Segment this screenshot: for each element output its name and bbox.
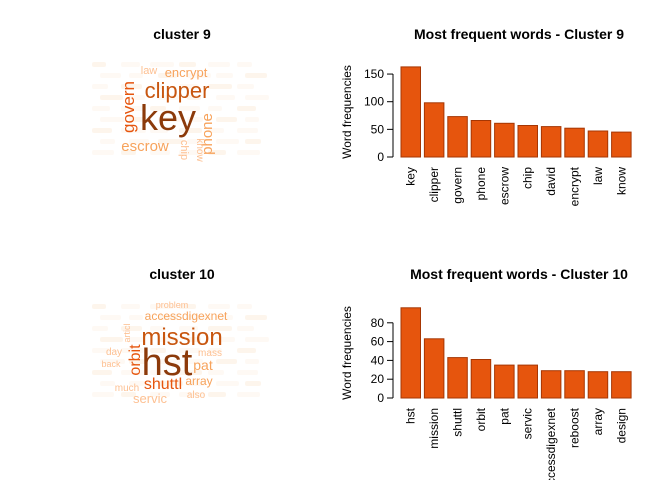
wordcloud-word: know xyxy=(194,138,205,162)
bar-design xyxy=(611,371,632,399)
bar-encrypt xyxy=(564,127,585,158)
wordcloud-word: chip xyxy=(178,140,190,160)
bar-hst xyxy=(400,307,421,399)
bar-chip xyxy=(517,125,538,158)
bar-chart-cluster-10: Most frequent words - Cluster 10 Word fr… xyxy=(340,266,632,480)
x-tick-label: phone xyxy=(474,167,488,201)
y-tick-label: 20 xyxy=(371,372,385,386)
wordcloud-word: problem xyxy=(156,300,189,310)
x-tick-label: key xyxy=(404,167,418,186)
y-tick-label: 150 xyxy=(364,67,384,81)
x-tick-label: servic xyxy=(521,408,535,439)
wordcloud-cluster-10: hstmissionshuttlorbitaccessdigexnetpatar… xyxy=(92,300,269,406)
x-tick-label: pat xyxy=(497,407,511,424)
wordcloud-word: articl xyxy=(122,323,132,342)
cluster-9-title: cluster 9 xyxy=(153,26,211,42)
x-tick-label: array xyxy=(591,408,605,435)
bar-law xyxy=(587,130,609,158)
bar-chart-cluster-9: Most frequent words - Cluster 9 Word fre… xyxy=(340,26,632,206)
wordcloud-word: phone xyxy=(199,113,216,155)
bar-array xyxy=(587,371,609,399)
wordcloud-word: shuttl xyxy=(144,376,182,393)
bar-phone xyxy=(470,120,492,158)
x-tick-label: shuttl xyxy=(451,408,465,437)
cluster-10-title: cluster 10 xyxy=(149,266,215,282)
x-tick-label: know xyxy=(614,167,628,195)
x-tick-label: design xyxy=(614,408,628,443)
y-tick-label: 50 xyxy=(371,122,385,136)
x-tick-label: accessdigexnet xyxy=(544,407,558,480)
bar-servic xyxy=(517,364,538,399)
chart-title: Most frequent words - Cluster 9 xyxy=(414,26,624,42)
wordcloud-word: clipper xyxy=(145,78,210,103)
wordcloud-background xyxy=(92,304,269,397)
wordcloud-word: escrow xyxy=(121,138,169,155)
x-tick-label: chip xyxy=(521,167,535,189)
wordcloud-word: mission xyxy=(141,324,222,351)
wordcloud-word: day xyxy=(106,347,122,358)
wordcloud-word: also xyxy=(187,390,206,401)
bar-accessdigexnet xyxy=(540,370,562,399)
x-tick-label: orbit xyxy=(474,407,488,431)
wordcloud-word: much xyxy=(115,383,139,394)
wordcloud-word: pat xyxy=(193,357,213,373)
y-tick-label: 40 xyxy=(371,353,385,367)
y-tick-label: 100 xyxy=(364,95,384,109)
bar-orbit xyxy=(470,359,492,399)
x-tick-label: govern xyxy=(451,167,465,204)
y-tick-label: 60 xyxy=(371,335,385,349)
bar-shuttl xyxy=(447,357,468,399)
x-tick-label: encrypt xyxy=(568,166,582,206)
x-tick-label: mission xyxy=(427,408,441,449)
x-tick-label: clipper xyxy=(427,167,441,202)
bar-govern xyxy=(447,116,468,158)
wordcloud-background xyxy=(92,62,269,155)
wordcloud-word: orbit xyxy=(127,344,144,376)
bar-know xyxy=(611,131,632,158)
y-axis-label: Word frequencies xyxy=(340,65,354,159)
wordcloud-word: array xyxy=(185,374,212,388)
wordcloud-word: key xyxy=(140,97,196,138)
bar-reboost xyxy=(564,370,585,399)
wordcloud-word: govern xyxy=(119,81,138,133)
wordcloud-word: mass xyxy=(198,348,222,359)
wordcloud-word: back xyxy=(101,359,121,369)
chart-title: Most frequent words - Cluster 10 xyxy=(410,266,628,282)
bar-pat xyxy=(494,364,515,399)
bar-key xyxy=(400,66,421,158)
y-tick-label: 0 xyxy=(377,391,384,405)
bar-clipper xyxy=(423,102,445,158)
x-tick-label: hst xyxy=(404,407,418,424)
wordcloud-word: law xyxy=(141,65,158,77)
x-tick-label: escrow xyxy=(497,167,511,205)
wordcloud-word: accessdigexnet xyxy=(145,309,228,323)
y-tick-label: 0 xyxy=(377,150,384,164)
x-tick-label: david xyxy=(544,167,558,196)
bar-david xyxy=(540,126,562,158)
wordcloud-word: servic xyxy=(133,391,167,406)
x-tick-label: law xyxy=(591,167,605,185)
y-axis-label: Word frequencies xyxy=(340,306,354,400)
y-tick-label: 80 xyxy=(371,316,385,330)
bar-escrow xyxy=(494,122,515,158)
wordcloud-word: hst xyxy=(142,342,193,384)
x-tick-label: reboost xyxy=(568,407,582,448)
wordcloud-word: encrypt xyxy=(165,65,208,80)
bar-mission xyxy=(423,338,445,399)
